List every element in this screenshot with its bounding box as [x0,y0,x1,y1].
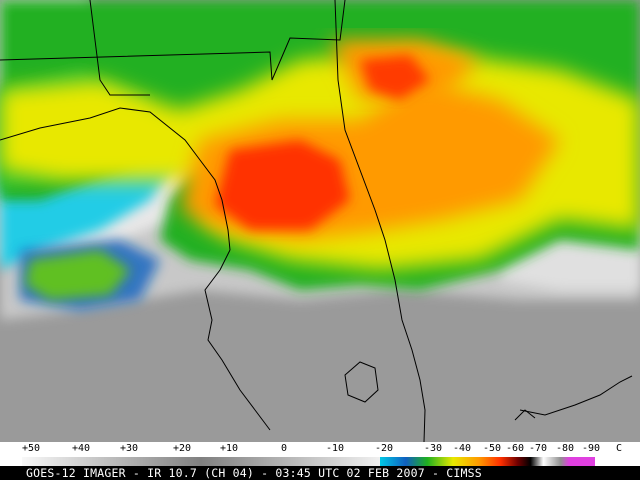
temperature-scale-labels: +50 +40 +30 +20 +10 0 -10 -20 -30 -40 -5… [0,442,640,457]
coldest-tops-red-north [360,55,430,100]
scale-label: +30 [120,443,139,454]
coldest-tops-red [215,140,350,230]
scale-label: -20 [375,443,394,454]
scale-label: -70 [529,443,548,454]
caption-bar: GOES-12 IMAGER - IR 10.7 (CH 04) - 03:45… [0,466,640,480]
scale-unit: C [616,443,623,454]
infrared-satellite-imagery [0,0,640,442]
color-scale-segment [380,457,595,466]
image-caption: GOES-12 IMAGER - IR 10.7 (CH 04) - 03:45… [26,466,482,480]
color-ramp [0,457,640,466]
bahamas-outline [514,409,536,421]
scale-label: -50 [483,443,502,454]
scale-label: +10 [220,443,239,454]
gulf-coastline-panhandle [0,107,231,251]
alabama-florida-border [89,0,150,96]
map-outline [0,0,633,442]
scale-label: -40 [453,443,472,454]
lake-okeechobee [344,361,379,403]
scale-label: -10 [326,443,345,454]
florida-keys [519,375,633,416]
scale-label: +50 [22,443,41,454]
scale-label: +40 [72,443,91,454]
scale-label: -60 [506,443,525,454]
florida-west-coast [204,249,271,431]
scale-label: -90 [582,443,601,454]
georgia-state-border [0,0,346,81]
scale-label: -30 [424,443,443,454]
scale-label: -80 [556,443,575,454]
florida-east-coast [334,0,426,442]
scale-label: +20 [173,443,192,454]
scale-label: 0 [281,443,288,454]
south-cloud-cluster [25,250,130,300]
gray-scale-segment [22,457,380,466]
